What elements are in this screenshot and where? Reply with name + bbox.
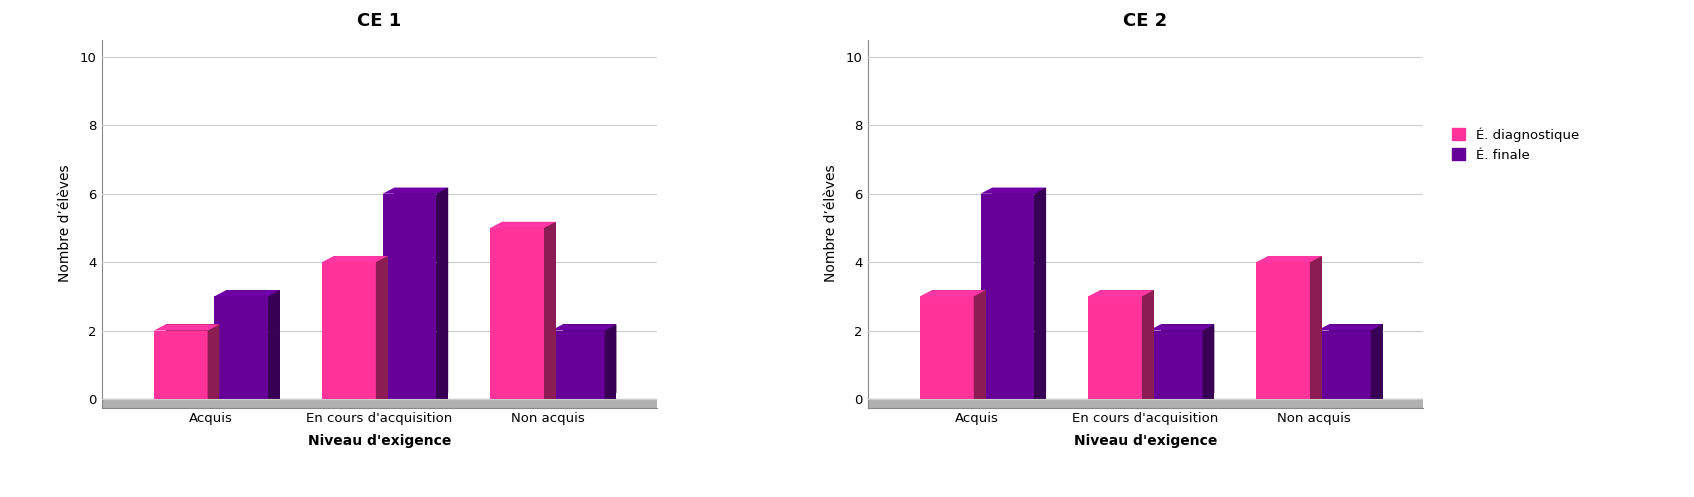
Y-axis label: Nombre d’élèves: Nombre d’élèves [58, 165, 71, 282]
Polygon shape [437, 187, 449, 399]
Polygon shape [1316, 331, 1370, 399]
Polygon shape [544, 222, 556, 399]
Polygon shape [981, 194, 1035, 399]
Polygon shape [215, 296, 268, 399]
Polygon shape [1269, 256, 1321, 399]
Polygon shape [501, 222, 556, 399]
Polygon shape [981, 187, 1047, 194]
Polygon shape [1203, 325, 1215, 399]
Polygon shape [1149, 331, 1203, 399]
Polygon shape [154, 325, 220, 331]
Polygon shape [154, 331, 208, 399]
Polygon shape [551, 325, 617, 331]
Polygon shape [395, 187, 449, 399]
Polygon shape [490, 222, 556, 228]
X-axis label: Niveau d'exigence: Niveau d'exigence [308, 434, 451, 448]
Polygon shape [268, 290, 280, 399]
Y-axis label: Nombre d’élèves: Nombre d’élèves [823, 165, 839, 282]
Polygon shape [920, 290, 986, 296]
Polygon shape [322, 262, 376, 399]
Polygon shape [993, 187, 1047, 399]
Polygon shape [1160, 325, 1215, 399]
Polygon shape [1149, 325, 1215, 331]
Polygon shape [1088, 296, 1142, 399]
Polygon shape [490, 228, 544, 399]
Polygon shape [605, 325, 617, 399]
Polygon shape [166, 325, 220, 399]
Polygon shape [1142, 290, 1154, 399]
Polygon shape [1035, 187, 1047, 399]
Polygon shape [215, 290, 280, 296]
Polygon shape [551, 331, 605, 399]
Polygon shape [974, 290, 986, 399]
Bar [867, 399, 1423, 408]
Legend: É. diagnostique, É. finale: É. diagnostique, É. finale [1452, 127, 1579, 162]
Title: CE 1: CE 1 [357, 12, 401, 30]
Polygon shape [932, 290, 986, 399]
Polygon shape [1088, 290, 1154, 296]
Polygon shape [1257, 256, 1321, 262]
Bar [102, 399, 657, 408]
Polygon shape [383, 194, 437, 399]
X-axis label: Niveau d'exigence: Niveau d'exigence [1074, 434, 1216, 448]
Polygon shape [1309, 256, 1321, 399]
Polygon shape [1370, 325, 1382, 399]
Polygon shape [562, 325, 617, 399]
Polygon shape [334, 256, 388, 399]
Polygon shape [1316, 325, 1382, 331]
Polygon shape [208, 325, 220, 399]
Polygon shape [1257, 262, 1309, 399]
Polygon shape [1099, 290, 1154, 399]
Polygon shape [920, 296, 974, 399]
Polygon shape [225, 290, 280, 399]
Polygon shape [376, 256, 388, 399]
Title: CE 2: CE 2 [1123, 12, 1167, 30]
Polygon shape [1328, 325, 1382, 399]
Polygon shape [322, 256, 388, 262]
Polygon shape [383, 187, 449, 194]
